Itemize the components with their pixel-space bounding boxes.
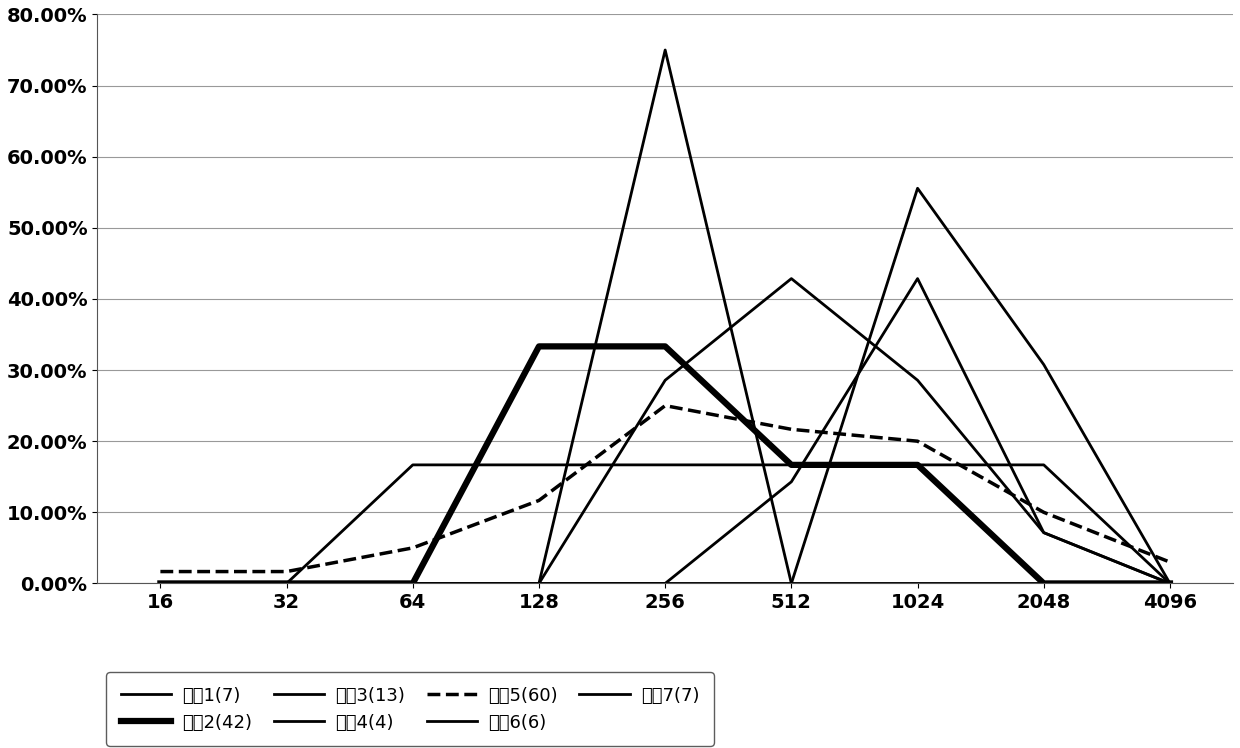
Legend: 厂商1(7), 厂商2(42), 厂商3(13), 厂商4(4), 厂商5(60), 厂商6(6), 厂商7(7): 厂商1(7), 厂商2(42), 厂商3(13), 厂商4(4), 厂商5(60…: [107, 672, 714, 746]
